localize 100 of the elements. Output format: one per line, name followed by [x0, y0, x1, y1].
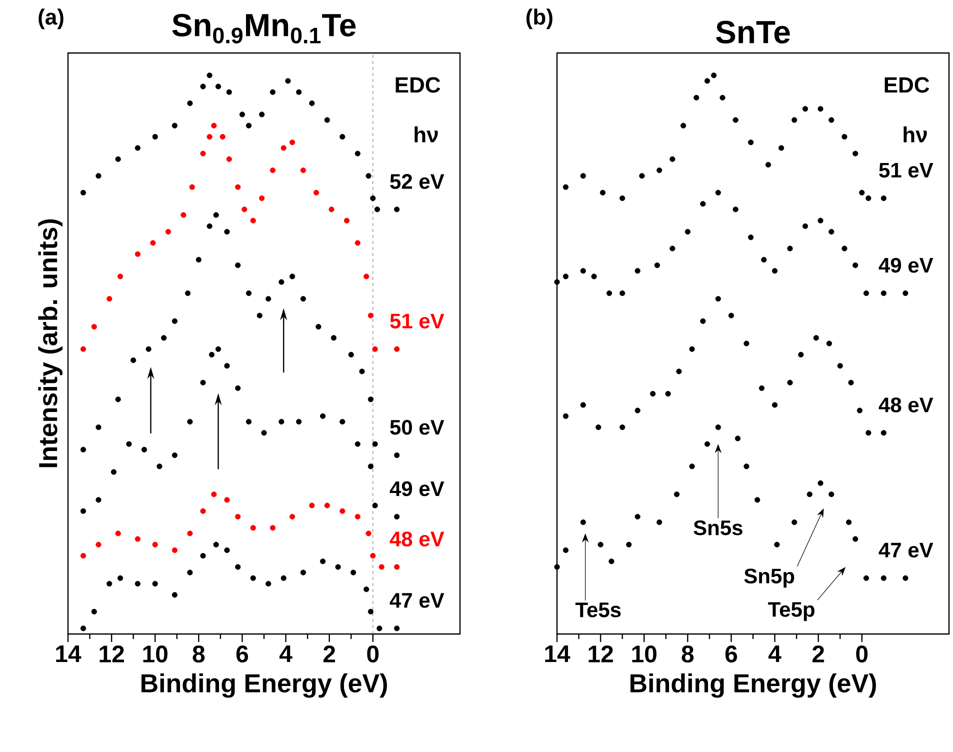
annotation: Sn5p — [744, 568, 794, 588]
point — [715, 296, 721, 302]
x-tick-label: 8 — [192, 646, 205, 663]
point — [80, 508, 86, 514]
point — [370, 552, 376, 559]
point — [117, 274, 124, 280]
point — [206, 72, 212, 78]
x-tick-label: 14 — [545, 646, 570, 662]
point — [215, 346, 222, 352]
point — [902, 290, 908, 296]
point — [650, 390, 656, 397]
point — [80, 190, 86, 196]
point — [235, 184, 241, 190]
annotation: Te5p — [768, 602, 814, 622]
point — [654, 262, 660, 268]
point — [859, 190, 865, 196]
point — [220, 134, 226, 140]
series-label: 49 eV — [390, 481, 444, 496]
annotation: Sn5s — [694, 520, 742, 536]
x-tick-label: 10 — [632, 646, 656, 663]
point — [748, 140, 754, 146]
point — [364, 586, 370, 592]
point — [394, 514, 400, 520]
x-tick-label: 6 — [725, 646, 738, 663]
point — [239, 112, 246, 118]
point — [792, 519, 798, 526]
series-label: 48 eV — [390, 532, 444, 546]
point — [96, 497, 102, 503]
series-label: 47 eV — [878, 542, 934, 558]
point — [826, 340, 832, 346]
point — [744, 464, 750, 470]
point — [309, 502, 315, 508]
point — [818, 218, 824, 224]
point — [580, 519, 586, 526]
point — [80, 446, 86, 452]
point — [366, 173, 372, 179]
point — [774, 542, 780, 548]
point — [266, 580, 272, 587]
point — [676, 368, 682, 374]
point — [235, 514, 241, 520]
point — [704, 441, 710, 447]
point — [754, 497, 760, 503]
series-label: 50 eV — [390, 420, 444, 435]
point — [772, 268, 778, 274]
point — [866, 430, 872, 436]
point — [880, 575, 886, 581]
point — [852, 536, 858, 542]
point — [320, 413, 326, 419]
point — [324, 502, 330, 508]
point — [863, 290, 870, 296]
point — [300, 570, 306, 576]
point — [259, 195, 265, 202]
series-label: 48 eV — [878, 398, 934, 412]
point — [200, 84, 206, 90]
point — [880, 430, 886, 436]
point — [206, 223, 212, 229]
point — [152, 542, 158, 548]
point — [656, 168, 662, 174]
x-tick-label: 4 — [768, 646, 782, 662]
point — [674, 492, 680, 498]
point — [758, 385, 765, 391]
point — [146, 346, 152, 352]
point — [340, 508, 346, 514]
point — [580, 173, 586, 179]
point — [562, 274, 569, 280]
point — [200, 380, 206, 386]
point — [370, 195, 376, 202]
point — [172, 547, 178, 553]
point — [117, 575, 124, 581]
point — [330, 335, 336, 341]
point — [246, 122, 252, 128]
point — [354, 240, 360, 246]
series-label: 52 eV — [390, 174, 444, 189]
point — [656, 519, 662, 526]
point — [670, 156, 676, 162]
point — [368, 464, 374, 470]
point — [187, 100, 193, 106]
point — [259, 112, 265, 118]
point — [880, 195, 886, 202]
point — [96, 173, 102, 179]
point — [172, 592, 178, 598]
point — [787, 246, 793, 252]
point — [187, 570, 193, 576]
series-label: 47 eV — [390, 593, 444, 608]
point — [394, 626, 400, 632]
x-tick-label: 0 — [367, 646, 379, 663]
point — [772, 402, 778, 408]
point — [340, 418, 346, 424]
point — [359, 368, 365, 374]
point — [728, 312, 734, 318]
point — [837, 363, 843, 369]
point — [296, 89, 302, 95]
point — [134, 145, 140, 151]
point — [606, 290, 612, 296]
point — [110, 469, 117, 475]
point — [300, 168, 306, 174]
point — [309, 100, 315, 106]
point — [200, 150, 206, 156]
point — [364, 274, 370, 280]
annotation: hν — [904, 126, 927, 142]
